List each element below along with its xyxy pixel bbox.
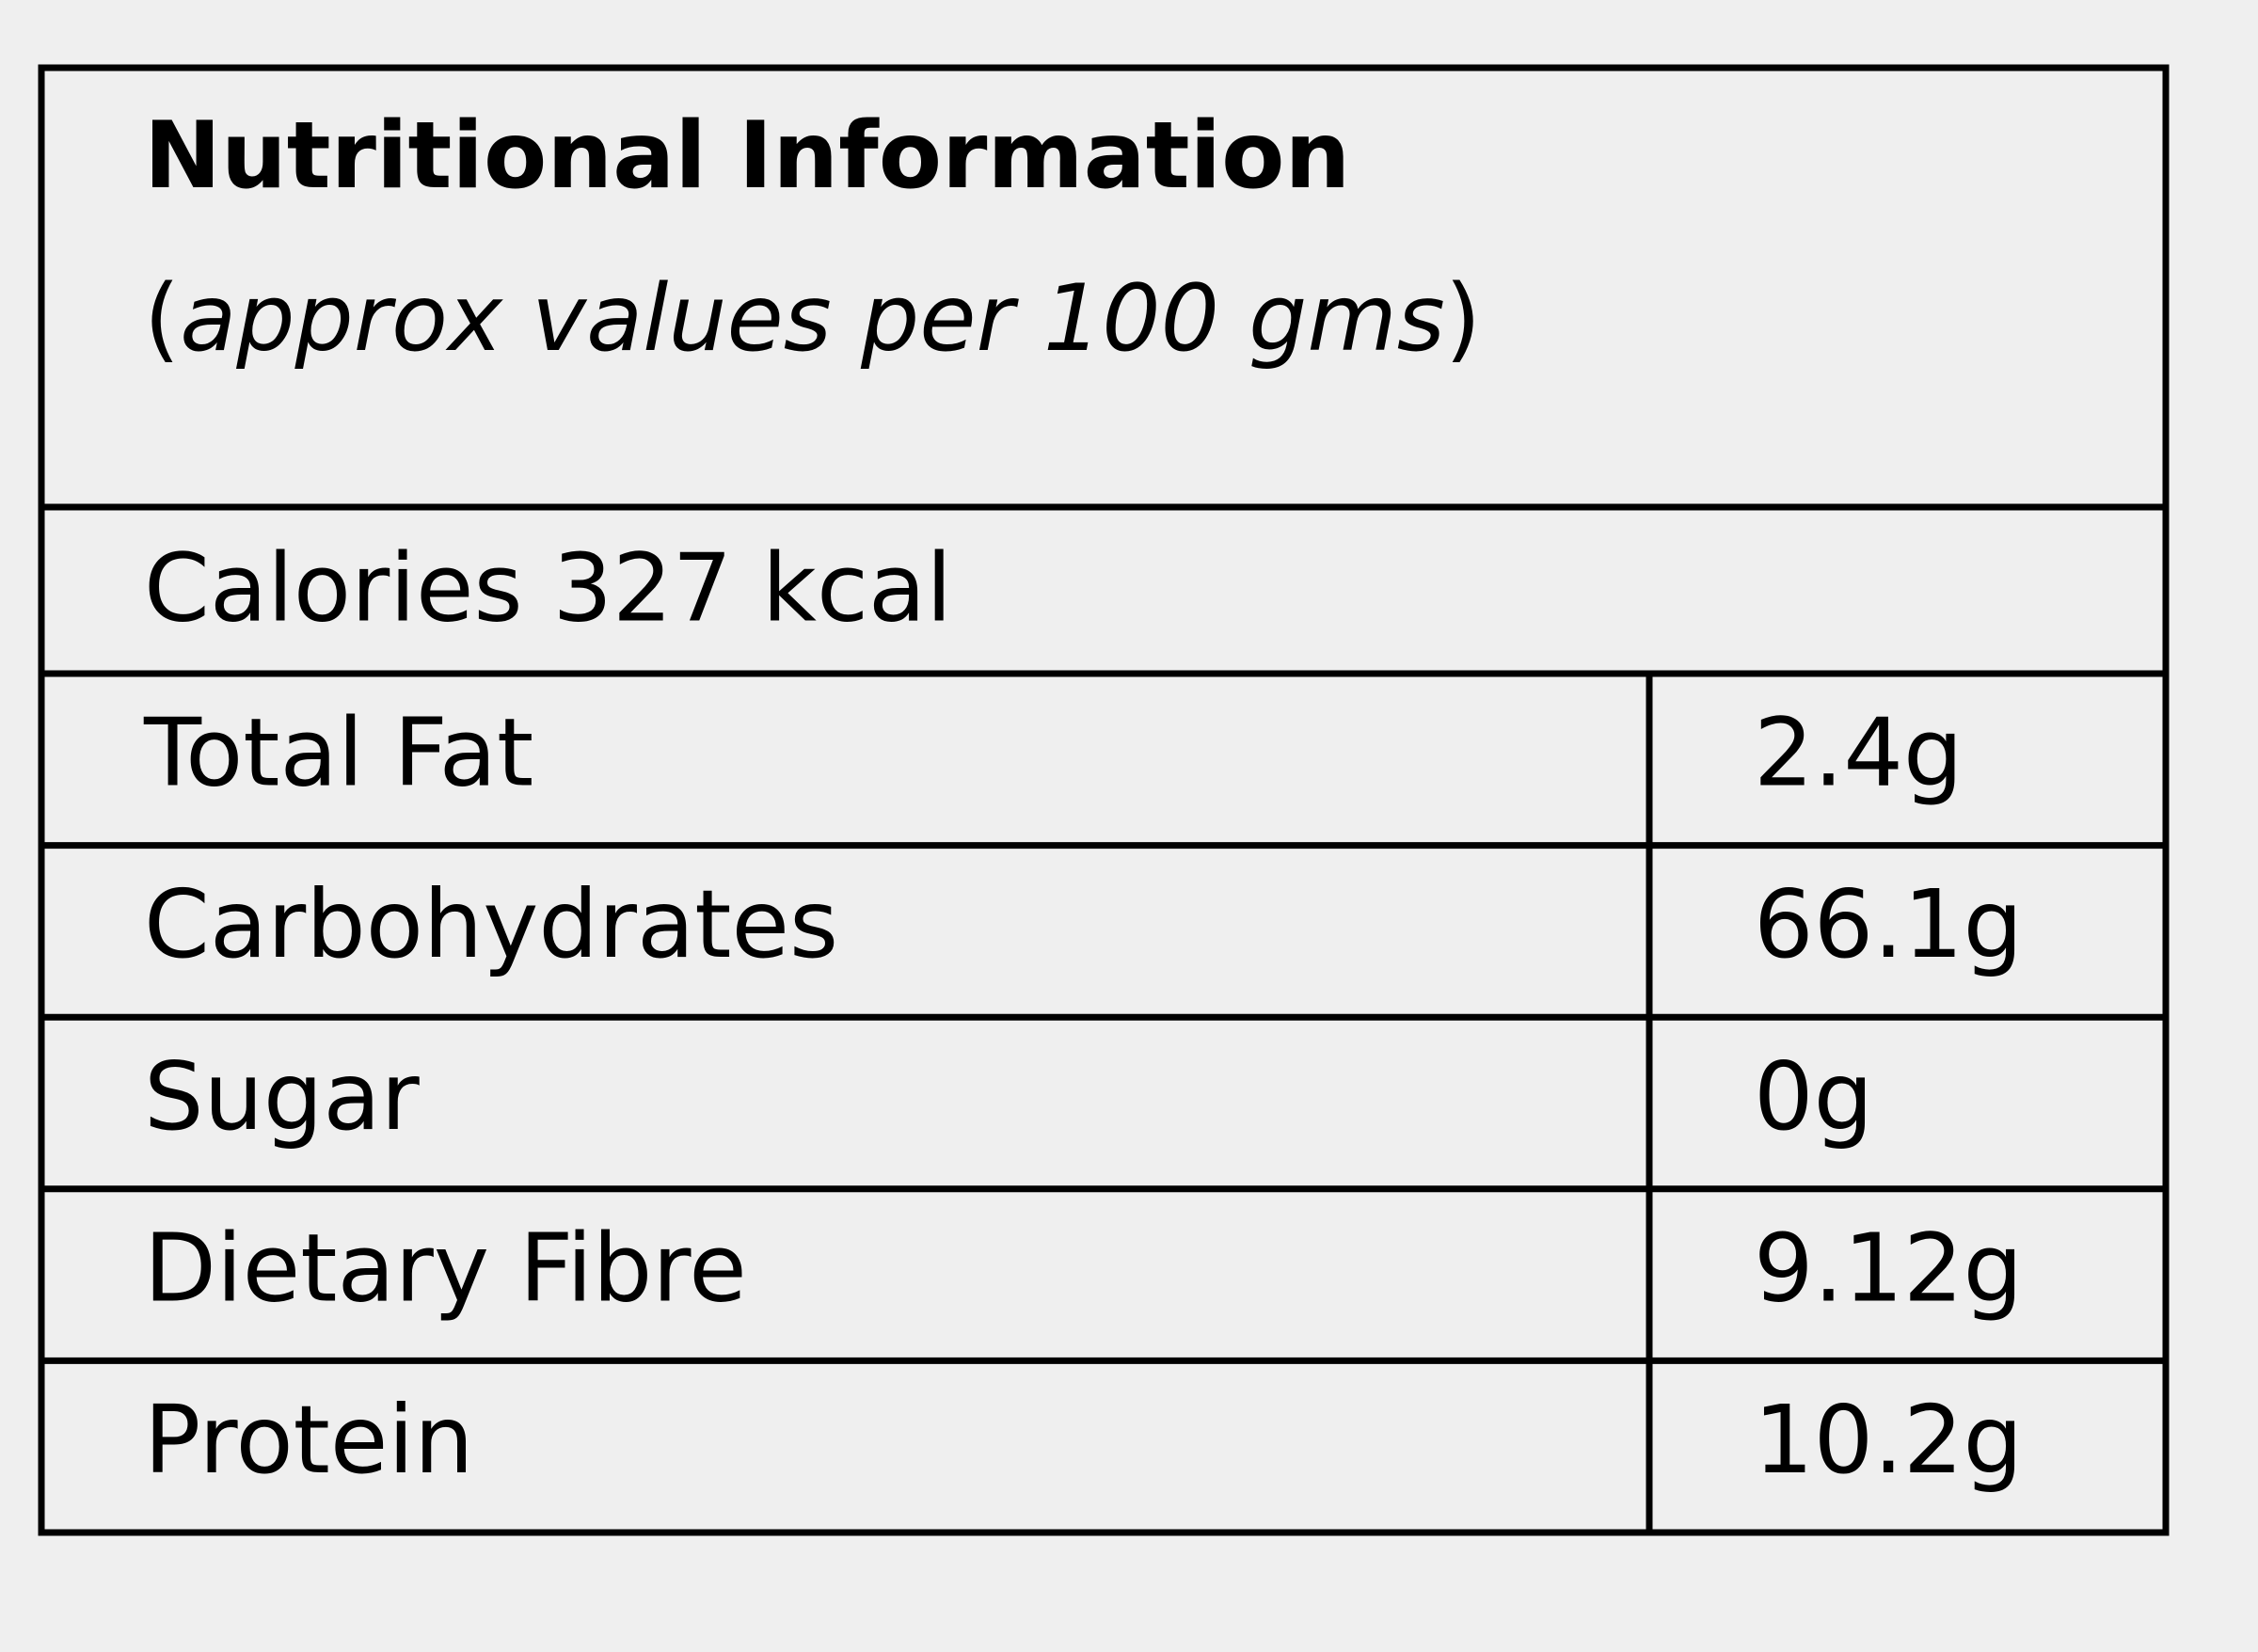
nutrient-value: 9.12g — [1754, 1213, 2023, 1323]
nutrient-name: Sugar — [144, 1041, 421, 1152]
nutrient-name: Dietary Fibre — [144, 1213, 747, 1323]
subtitle-paren: ) — [1445, 265, 1481, 373]
nutrient-name: Carbohydrates — [144, 869, 838, 979]
nutrient-value: 10.2g — [1754, 1385, 2023, 1495]
nutrient-value: 0g — [1754, 1041, 1873, 1152]
nutrient-name: Protein — [144, 1385, 474, 1495]
nutrient-value: 2.4g — [1754, 698, 1964, 808]
table-title: Nutritional Information — [144, 103, 1350, 210]
nutrient-name: Total Fat — [143, 698, 533, 808]
calories: Calories 327 kcal — [144, 532, 952, 643]
subtitle-paren: ( — [144, 265, 180, 373]
table-subtitle: (approx values per 100 gms) — [144, 265, 1481, 373]
subtitle-text: approx values per 100 gms — [180, 265, 1445, 373]
table-border — [38, 64, 2170, 1536]
nutrient-value: 66.1g — [1754, 869, 2023, 979]
